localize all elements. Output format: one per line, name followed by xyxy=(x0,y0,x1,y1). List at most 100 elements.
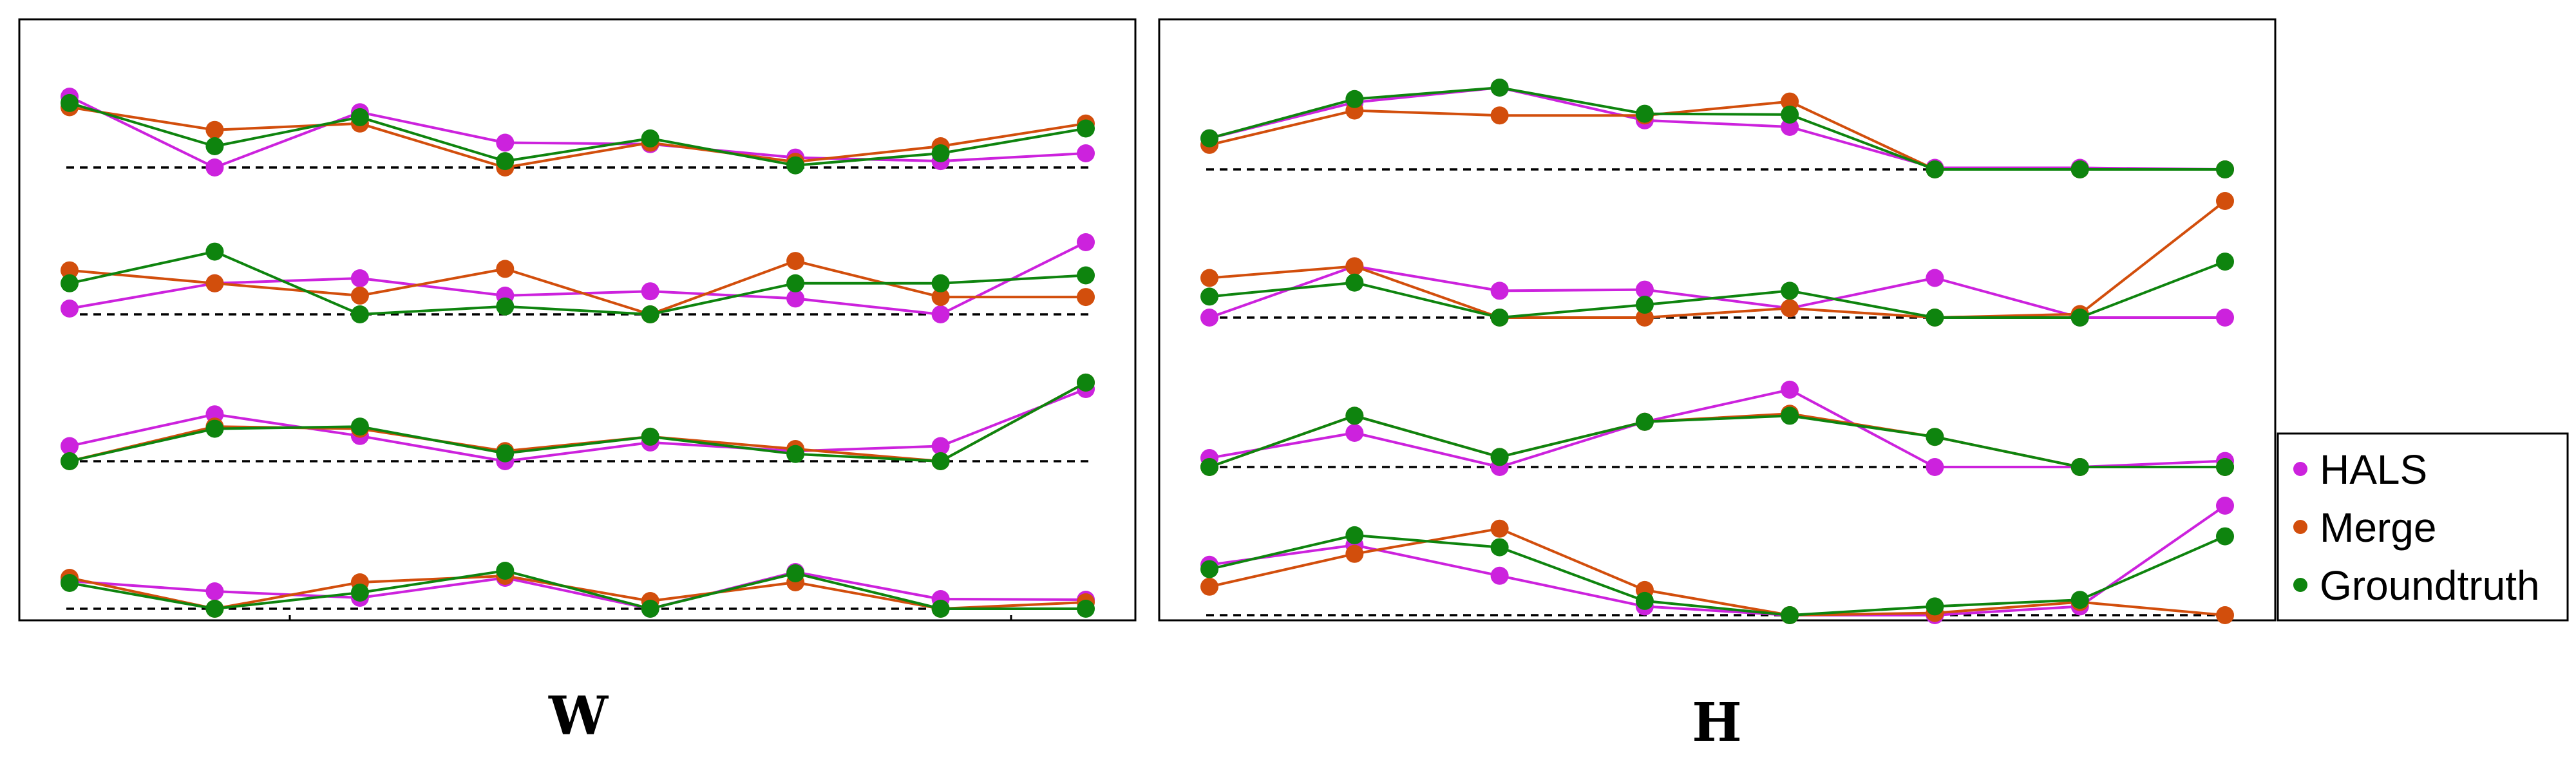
data-point-groundtruth xyxy=(786,444,805,463)
data-point-merge xyxy=(350,286,369,305)
data-point-merge xyxy=(1200,269,1218,287)
data-point-hals xyxy=(1490,282,1509,300)
data-point-groundtruth xyxy=(1926,428,1944,446)
series-line-hals-w3 xyxy=(69,388,1086,463)
data-point-groundtruth xyxy=(1345,526,1364,544)
data-point-groundtruth xyxy=(61,93,79,112)
panel-h-frame xyxy=(1158,18,2277,622)
panel-h-traces xyxy=(1200,79,2234,624)
data-point-merge xyxy=(205,120,224,139)
data-point-hals xyxy=(641,282,659,301)
data-point-groundtruth xyxy=(931,600,950,618)
series-line-groundtruth-h1 xyxy=(1209,86,2225,171)
series-line-groundtruth-h2 xyxy=(1209,260,2226,319)
data-point-hals xyxy=(205,582,224,600)
data-point-merge xyxy=(1345,544,1364,563)
series-line-groundtruth-h4 xyxy=(1209,533,2226,616)
data-point-merge xyxy=(205,274,224,292)
data-point-groundtruth xyxy=(1635,296,1654,314)
data-point-merge xyxy=(786,252,805,271)
legend-label-merge: Merge xyxy=(2320,504,2436,551)
series-line-hals-w1 xyxy=(69,95,1086,169)
series-line-groundtruth-w1 xyxy=(69,101,1086,167)
data-point-groundtruth xyxy=(350,108,369,126)
data-point-groundtruth xyxy=(1635,104,1654,123)
data-point-groundtruth xyxy=(641,305,659,323)
data-point-groundtruth xyxy=(205,419,224,438)
data-point-hals xyxy=(61,437,79,455)
data-point-groundtruth xyxy=(205,137,224,155)
data-point-groundtruth xyxy=(641,129,659,148)
data-point-groundtruth xyxy=(496,444,515,463)
panel-w-frame xyxy=(18,18,1137,622)
data-point-hals xyxy=(205,158,224,177)
data-point-groundtruth xyxy=(1635,412,1654,431)
data-point-merge xyxy=(1077,288,1095,307)
data-point-groundtruth xyxy=(2070,458,2089,476)
series-line-groundtruth-w2 xyxy=(69,250,1086,316)
data-point-hals xyxy=(1926,458,1944,476)
data-point-groundtruth xyxy=(2070,309,2089,327)
data-point-groundtruth xyxy=(350,305,369,323)
data-point-merge xyxy=(61,261,79,280)
data-point-hals xyxy=(931,437,950,455)
data-point-groundtruth xyxy=(496,152,515,171)
series-line-groundtruth-w4 xyxy=(69,569,1086,610)
data-point-merge xyxy=(1781,92,1799,111)
data-point-groundtruth xyxy=(1490,448,1509,466)
data-point-groundtruth xyxy=(641,427,659,446)
series-line-hals-h3 xyxy=(1209,388,2226,468)
data-point-merge xyxy=(2216,192,2234,210)
data-point-groundtruth xyxy=(1781,282,1799,300)
data-point-groundtruth xyxy=(931,452,950,470)
data-point-groundtruth xyxy=(2216,160,2234,178)
data-point-groundtruth xyxy=(1926,309,1944,327)
data-point-groundtruth xyxy=(786,564,805,582)
series-line-hals-w4 xyxy=(69,571,1086,610)
data-point-groundtruth xyxy=(205,600,224,618)
data-point-groundtruth xyxy=(350,584,369,602)
data-point-groundtruth xyxy=(931,274,950,292)
data-point-groundtruth xyxy=(1200,560,1218,578)
panel-w-title: W xyxy=(548,685,609,747)
data-point-groundtruth xyxy=(1490,538,1509,557)
data-point-hals xyxy=(1490,566,1509,585)
data-point-groundtruth xyxy=(1490,79,1509,97)
data-point-hals xyxy=(61,300,79,318)
legend-marker-hals xyxy=(2293,462,2307,476)
panel-w-traces xyxy=(61,88,1095,618)
data-point-groundtruth xyxy=(496,297,515,316)
legend-entry-groundtruth: Groundtruth xyxy=(2293,562,2540,609)
data-point-groundtruth xyxy=(61,574,79,592)
panel-h: H xyxy=(1158,18,2277,754)
data-point-groundtruth xyxy=(1345,406,1364,425)
series-line-hals-w2 xyxy=(69,241,1086,316)
legend-marker-merge xyxy=(2293,520,2307,534)
series-line-groundtruth-w3 xyxy=(69,381,1086,463)
data-point-hals xyxy=(786,289,805,308)
data-point-hals xyxy=(1077,233,1095,251)
data-point-hals xyxy=(496,133,515,152)
data-point-hals xyxy=(931,305,950,323)
panel-h-title: H xyxy=(1692,692,1741,754)
data-point-groundtruth xyxy=(1200,129,1218,148)
data-point-groundtruth xyxy=(1200,458,1218,476)
data-point-hals xyxy=(1635,280,1654,299)
data-point-groundtruth xyxy=(931,144,950,162)
data-point-hals xyxy=(2216,497,2234,515)
data-point-groundtruth xyxy=(1077,600,1095,618)
legend-label-groundtruth: Groundtruth xyxy=(2320,562,2540,609)
legend-entry-hals: HALS xyxy=(2293,446,2427,493)
panel-w: W xyxy=(18,18,1137,747)
data-point-groundtruth xyxy=(1200,287,1218,306)
data-point-merge xyxy=(1200,577,1218,596)
data-point-groundtruth xyxy=(61,452,79,470)
data-point-hals xyxy=(1781,380,1799,399)
data-point-merge xyxy=(1490,106,1509,125)
legend-frame xyxy=(2277,432,2569,622)
data-point-merge xyxy=(1635,309,1654,327)
data-point-groundtruth xyxy=(786,274,805,292)
data-point-groundtruth xyxy=(1077,266,1095,285)
data-point-groundtruth xyxy=(1345,90,1364,108)
